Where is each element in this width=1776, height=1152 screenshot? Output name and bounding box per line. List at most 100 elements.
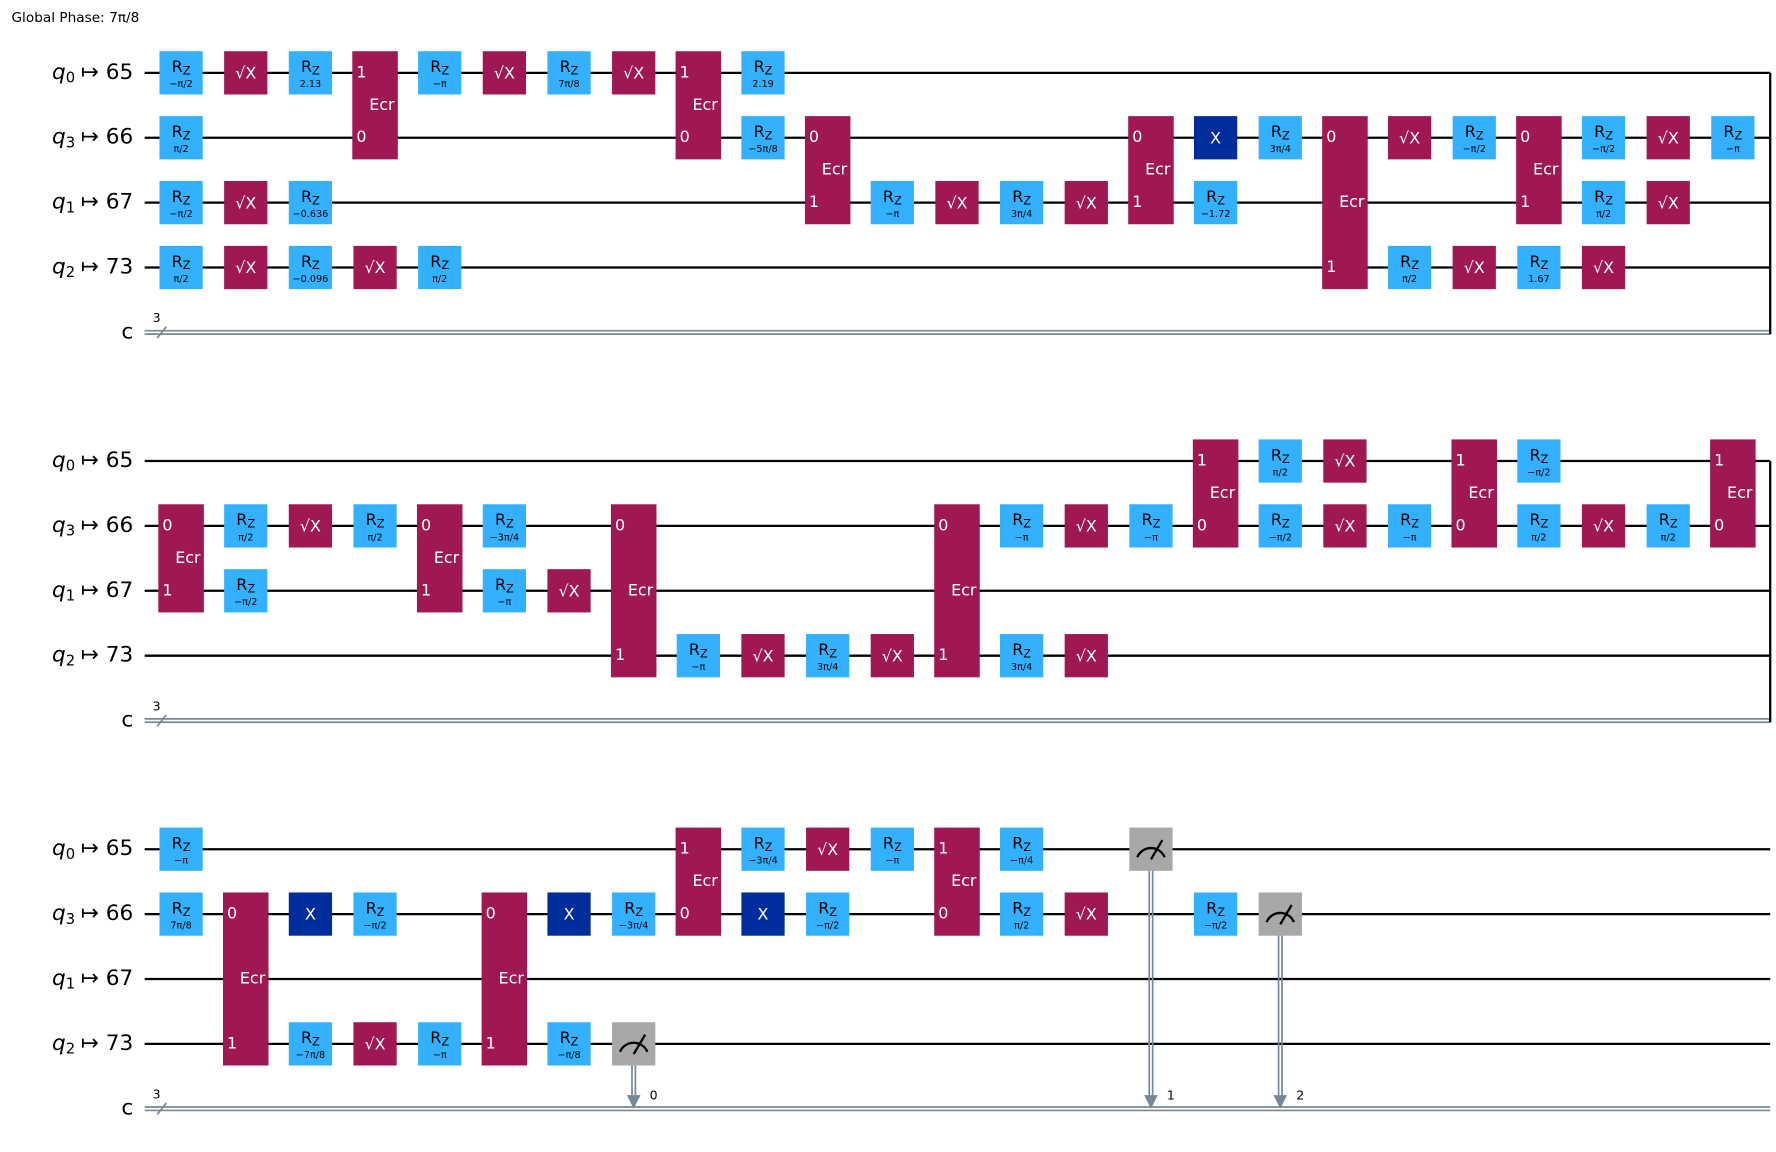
gate-label: RZ	[495, 510, 514, 530]
gate-name-sub: Z	[506, 516, 514, 530]
gate-param: −π/4	[1010, 856, 1033, 867]
gate-name: R	[236, 575, 247, 594]
ecr-port: 0	[356, 127, 366, 146]
rz-gate	[676, 634, 720, 678]
wire-reg: q	[52, 643, 66, 668]
gate-label: RZ	[301, 251, 320, 271]
classical-label: c	[121, 708, 133, 733]
rz-gate	[1193, 180, 1238, 225]
gate-name: R	[1206, 898, 1217, 917]
gate-label: RZ	[1400, 510, 1419, 530]
gate-param: −π/2	[234, 597, 257, 608]
gate-name-sub: Z	[1023, 193, 1031, 207]
gate-param: −π/2	[1463, 144, 1486, 155]
gate-param: π/2	[173, 144, 188, 155]
gate-name-sub: Z	[1153, 516, 1161, 530]
rz-gate	[1000, 180, 1044, 225]
gate-name: R	[172, 898, 183, 917]
gate-label: Ecr	[1533, 160, 1559, 179]
gate-label: Ecr	[951, 580, 977, 599]
gate-label: RZ	[172, 57, 191, 77]
bundle-size: 3	[153, 310, 161, 325]
ecr-port: 0	[680, 127, 690, 146]
gate-name: R	[1012, 639, 1023, 658]
gate-label: RZ	[624, 898, 643, 918]
gate-name-sub: Z	[183, 193, 191, 207]
wire-index: 0	[66, 70, 75, 87]
gate-param: −π	[433, 1050, 447, 1061]
meter-arc	[1265, 911, 1295, 923]
gate-name: R	[818, 898, 829, 917]
gate-param: 3π/4	[1270, 144, 1291, 155]
gate-label: √X	[1464, 258, 1485, 277]
gate-name: R	[172, 833, 183, 852]
ecr-port: 1	[421, 580, 431, 599]
ecr-port: 1	[1326, 257, 1336, 276]
gate-param: −π	[497, 597, 511, 608]
bundle-size: 3	[153, 698, 161, 713]
bundle-size: 3	[153, 1087, 161, 1102]
gate-name-sub: Z	[1023, 516, 1031, 530]
sx-gate	[741, 634, 785, 678]
rz-gate	[482, 504, 527, 548]
gate-name-sub: Z	[312, 63, 320, 77]
gate-label: √X	[1076, 517, 1097, 536]
gate-name-sub: Z	[441, 258, 449, 272]
gate-label: RZ	[1206, 186, 1225, 206]
gate-name-sub: Z	[1023, 839, 1031, 853]
gate-label: RZ	[1012, 186, 1031, 206]
ecr-port: 1	[938, 645, 948, 664]
gate-label: RZ	[172, 251, 191, 271]
gate-label: RZ	[1012, 510, 1031, 530]
rz-gate	[159, 180, 203, 225]
gate-name: R	[301, 251, 312, 270]
gate-name-sub: Z	[765, 63, 773, 77]
gate-name-sub: Z	[700, 646, 708, 660]
rz-gate	[1000, 827, 1044, 871]
gate-name: R	[1659, 510, 1670, 529]
sx-gate	[224, 180, 268, 225]
gate-name: R	[236, 510, 247, 529]
gate-name-sub: Z	[829, 904, 837, 918]
ecr-gate	[481, 892, 528, 1066]
gate-name: R	[366, 510, 377, 529]
measure-arrow	[1273, 1095, 1288, 1109]
gate-param: −π/2	[169, 79, 192, 90]
rz-gate	[1517, 439, 1561, 483]
rz-gate	[418, 1022, 462, 1066]
rz-gate	[1000, 892, 1044, 936]
gate-name-sub: Z	[1023, 646, 1031, 660]
gate-name-sub: Z	[1217, 193, 1225, 207]
wire-map: ↦ 65	[81, 60, 133, 85]
wire-map: ↦ 67	[81, 190, 133, 215]
gate-label: Ecr	[692, 871, 718, 890]
gate-name: R	[754, 122, 765, 141]
ecr-port: 0	[227, 904, 237, 923]
wire-map: ↦ 66	[81, 901, 133, 926]
ecr-port: 0	[938, 515, 948, 534]
ecr-gate	[1710, 439, 1756, 548]
gate-param: −π	[1726, 144, 1740, 155]
rz-gate	[1711, 116, 1755, 160]
gate-param: 1.67	[1528, 274, 1550, 285]
gate-name-sub: Z	[377, 516, 385, 530]
gate-label: RZ	[689, 639, 708, 659]
gate-name-sub: Z	[1541, 516, 1549, 530]
gate-name-sub: Z	[247, 516, 255, 530]
ecr-port: 1	[680, 62, 690, 81]
gate-name: R	[172, 251, 183, 270]
wire-index: 1	[66, 199, 75, 216]
gate-label: √X	[365, 258, 386, 277]
gate-label: RZ	[818, 898, 837, 918]
wire-reg: q	[52, 901, 66, 926]
gate-param: −π/2	[1269, 532, 1292, 543]
gate-name: R	[883, 186, 894, 205]
ecr-port: 1	[938, 839, 948, 858]
rz-gate	[612, 892, 656, 936]
gate-label: √X	[623, 63, 644, 82]
gate-name: R	[301, 57, 312, 76]
wire-label: q1 ↦ 67	[52, 578, 133, 605]
ecr-port: 1	[1714, 451, 1724, 470]
ecr-port: 1	[1456, 451, 1466, 470]
